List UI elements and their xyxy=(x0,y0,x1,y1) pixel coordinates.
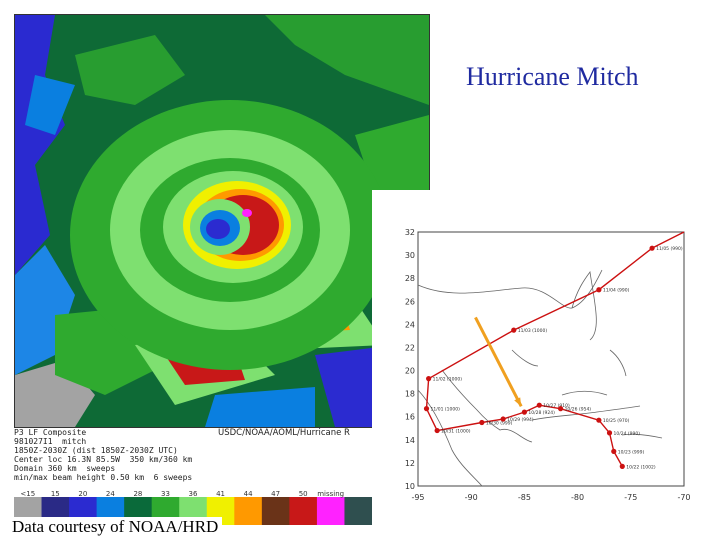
y-tick-label: 14 xyxy=(405,436,415,445)
y-tick-label: 12 xyxy=(405,459,415,468)
track-point xyxy=(434,427,440,434)
legend-swatch xyxy=(261,497,290,525)
radar-info-line: P3 LF Composite xyxy=(14,428,87,437)
coastline xyxy=(571,270,597,341)
track-point xyxy=(611,448,617,454)
coastline xyxy=(609,349,627,377)
legend-label: 33 xyxy=(161,490,170,498)
map-frame xyxy=(417,231,685,487)
slide-title: Hurricane Mitch xyxy=(466,62,639,91)
track-point-label: 10/31 (1000) xyxy=(441,429,471,435)
track-point-label: 11/03 (1000) xyxy=(518,328,548,334)
x-tick-label: -70 xyxy=(677,493,690,502)
legend-label: 47 xyxy=(271,490,280,498)
data-credit: Data courtesy of NOAA/HRD xyxy=(8,517,223,537)
x-tick-label: -95 xyxy=(411,493,424,502)
x-tick-label: -85 xyxy=(518,493,531,502)
track-point xyxy=(536,402,542,408)
legend-label: 20 xyxy=(78,490,87,498)
x-tick-label: -90 xyxy=(465,493,478,502)
y-tick-label: 28 xyxy=(405,274,415,283)
x-tick-label: -80 xyxy=(571,493,584,502)
x-tick-label: -75 xyxy=(624,493,637,502)
y-tick-label: 26 xyxy=(405,297,415,306)
location-arrow-head xyxy=(514,397,522,407)
legend-label: 28 xyxy=(133,490,142,498)
track-point-label: 10/25 (970) xyxy=(603,418,630,424)
radar-credit: USDC/NOAA/AOML/Hurricane R xyxy=(218,428,350,438)
radar-info-line: Domain 360 km sweeps xyxy=(14,464,116,473)
track-point-label: 11/05 (990) xyxy=(656,246,683,252)
track-point-label: 10/28 (924) xyxy=(528,410,555,416)
coastline xyxy=(531,405,641,421)
track-point xyxy=(619,463,625,469)
y-tick-label: 18 xyxy=(405,390,415,399)
legend-label: 44 xyxy=(244,490,253,498)
y-tick-label: 30 xyxy=(405,251,415,260)
radar-info-line: 981027I1 mitch xyxy=(14,437,87,446)
coastline xyxy=(511,349,539,367)
track-point-label: 10/22 (1002) xyxy=(626,464,656,470)
track-point-label: 10/27 (910) xyxy=(543,403,570,409)
y-tick-label: 10 xyxy=(405,482,415,491)
location-arrow xyxy=(474,316,523,408)
radar-info-line: 1850Z-2030Z (dist 1850Z-2030Z UTC) xyxy=(14,446,178,455)
track-point xyxy=(596,417,602,423)
legend-swatch xyxy=(289,497,318,525)
coastline xyxy=(417,389,483,487)
track-point xyxy=(521,409,527,415)
radar-info-line: min/max beam height 0.50 km 6 sweeps xyxy=(14,473,193,482)
legend-label: <15 xyxy=(20,490,35,498)
track-point xyxy=(426,376,432,382)
legend-label: 36 xyxy=(189,490,198,498)
track-point xyxy=(479,419,485,426)
track-point xyxy=(596,287,602,293)
track-line xyxy=(651,231,685,249)
hurricane-track-map: -95 -90 -85 -80 -75 -70 10 12 14 16 18 20 22 24 26 28 30… xyxy=(372,190,720,526)
y-tick-label: 32 xyxy=(405,228,415,237)
track-point-label: 10/26 (954) xyxy=(565,407,592,413)
coastline xyxy=(621,433,663,439)
track-point xyxy=(500,416,506,422)
legend-label: 24 xyxy=(106,490,115,498)
legend-swatch xyxy=(316,497,345,525)
track-point-label: 11/01 (1000) xyxy=(431,407,461,413)
radar-info-line: Center loc 16.3N 85.5W 350 km/360 km xyxy=(14,455,193,464)
track-point-label: 10/24 (990) xyxy=(614,431,641,437)
track-point xyxy=(649,245,655,251)
y-tick-label: 22 xyxy=(405,343,415,352)
radar-info-block: P3 LF Composite 981027I1 mitch 1850Z-203… xyxy=(14,428,374,496)
y-tick-label: 24 xyxy=(405,320,415,329)
track-point-label: 10/30 (999) xyxy=(486,421,513,427)
legend-label: 41 xyxy=(216,490,225,498)
track-point-label: 11/02 (1000) xyxy=(433,377,463,383)
track-point xyxy=(557,406,564,412)
legend-label: missing xyxy=(317,490,344,498)
track-point xyxy=(423,406,430,412)
coastline xyxy=(417,269,603,309)
legend-label: 50 xyxy=(299,490,308,498)
y-tick-label: 20 xyxy=(405,367,415,376)
track-point xyxy=(606,430,613,436)
legend-swatch xyxy=(234,497,263,525)
coastline xyxy=(561,390,608,396)
radar-image xyxy=(14,14,430,428)
track-point xyxy=(511,327,517,333)
track-point-label: 10/23 (999) xyxy=(618,449,645,455)
track-point-label: 10/29 (994) xyxy=(507,417,534,423)
legend-swatch xyxy=(344,497,373,525)
track-point-label: 11/04 (990) xyxy=(603,288,630,294)
hurricane-eyewall xyxy=(70,100,390,370)
legend-label: 15 xyxy=(51,490,60,498)
y-tick-label: 16 xyxy=(405,413,415,422)
